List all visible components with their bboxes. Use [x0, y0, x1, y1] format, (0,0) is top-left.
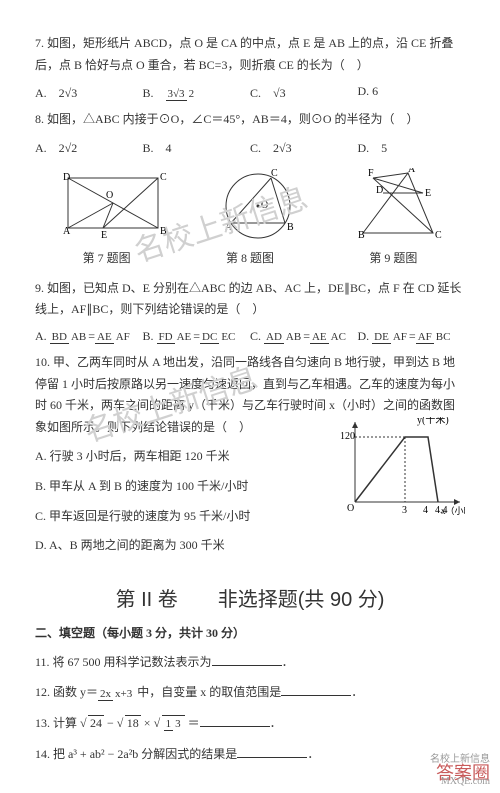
- q8-opt-d[interactable]: D. 5: [358, 139, 466, 156]
- svg-text:A: A: [63, 226, 71, 237]
- question-14: 14. 把 a³ + ab² − 2a²b 分解因式的结果是．: [35, 743, 465, 766]
- q9-opt-b[interactable]: B. FDAE=DCEC: [143, 329, 251, 344]
- q7-opt-a[interactable]: A. 2√3: [35, 84, 143, 101]
- question-10: 10. 甲、乙两车同时从 A 地出发，沿同一路线各自匀速向 B 地行驶，甲到达 …: [35, 352, 465, 438]
- subheading-fill: 二、填空题（每小题 3 分，共计 30 分）: [35, 624, 465, 641]
- q8-opt-a[interactable]: A. 2√2: [35, 139, 143, 156]
- q7-opt-d[interactable]: D. 6: [358, 84, 466, 101]
- svg-text:A: A: [408, 168, 416, 175]
- question-11: 11. 将 67 500 用科学记数法表示为．: [35, 651, 465, 674]
- q10-chart: 120 O 3 4 4.4 y(千米) x（小时）: [335, 417, 465, 522]
- svg-text:C: C: [435, 230, 442, 241]
- svg-text:D: D: [376, 185, 383, 196]
- q7-opt-c[interactable]: C. √3: [250, 84, 358, 101]
- q8-opt-b[interactable]: B. 4: [143, 139, 251, 156]
- fig-q8: A B C O: [213, 168, 303, 243]
- blank-14[interactable]: [237, 743, 307, 758]
- svg-text:O: O: [106, 190, 113, 201]
- fig-q7: D C A B E O: [58, 168, 168, 238]
- svg-text:4: 4: [423, 505, 428, 516]
- figure-row: D C A B E O A B C O B C A F D E: [35, 168, 465, 243]
- q8-opt-c[interactable]: C. 2√3: [250, 139, 358, 156]
- figcap-7: 第 7 题图: [83, 249, 131, 266]
- figcap-8: 第 8 题图: [226, 249, 274, 266]
- question-13: 13. 计算 24 − 18 × 13 ＝．: [35, 712, 465, 735]
- svg-text:F: F: [368, 168, 374, 179]
- svg-text:y(千米): y(千米): [417, 417, 449, 426]
- figure-captions: 第 7 题图 第 8 题图 第 9 题图: [35, 249, 465, 266]
- q9-opt-c[interactable]: C. ADAB=AEAC: [250, 329, 358, 344]
- question-7: 7. 如图，矩形纸片 ABCD，点 O 是 CA 的中点，点 E 是 AB 上的…: [35, 33, 465, 76]
- q10-opt-d[interactable]: D. A、B 两地之间的距离为 300 千米: [35, 535, 465, 557]
- q8-options: A. 2√2 B. 4 C. 2√3 D. 5: [35, 139, 465, 156]
- section-2-title: 第 II 卷 非选择题(共 90 分): [35, 583, 465, 612]
- blank-12[interactable]: [281, 681, 351, 696]
- footer-source: 名校上新信息: [430, 750, 490, 765]
- q7-opt-b[interactable]: B. 3√32: [143, 84, 251, 101]
- q7-options: A. 2√3 B. 3√32 C. √3 D. 6: [35, 84, 465, 101]
- svg-text:A: A: [225, 222, 233, 233]
- svg-text:O: O: [347, 503, 354, 514]
- svg-text:O: O: [261, 200, 268, 211]
- svg-text:B: B: [287, 222, 294, 233]
- svg-text:D: D: [63, 172, 70, 183]
- q9-opt-a[interactable]: A. BDAB=AEAF: [35, 329, 143, 344]
- svg-text:x（小时）: x（小时）: [441, 505, 465, 516]
- footer-url: MXQE.com: [441, 776, 490, 787]
- svg-text:3: 3: [402, 505, 407, 516]
- svg-text:C: C: [160, 172, 167, 183]
- svg-text:120: 120: [340, 431, 355, 442]
- svg-text:E: E: [101, 230, 107, 238]
- figcap-9: 第 9 题图: [369, 249, 417, 266]
- fig-q9: B C A F D E: [348, 168, 443, 243]
- blank-11[interactable]: [212, 651, 282, 666]
- q9-opt-d[interactable]: D. DEAF=AFBC: [358, 329, 466, 344]
- q9-options: A. BDAB=AEAF B. FDAE=DCEC C. ADAB=AEAC D…: [35, 329, 465, 344]
- blank-13[interactable]: [200, 712, 270, 727]
- svg-text:B: B: [358, 230, 365, 241]
- svg-text:E: E: [425, 188, 431, 199]
- question-8: 8. 如图，△ABC 内接于⊙O，∠C＝45°，AB＝4，则⊙O 的半径为（ ）: [35, 109, 465, 131]
- question-9: 9. 如图，已知点 D、E 分别在△ABC 的边 AB、AC 上，DE∥BC，点…: [35, 278, 465, 321]
- svg-text:B: B: [160, 226, 167, 237]
- question-12: 12. 函数 y＝2xx+3 中，自变量 x 的取值范围是．: [35, 681, 465, 704]
- svg-text:C: C: [271, 168, 278, 179]
